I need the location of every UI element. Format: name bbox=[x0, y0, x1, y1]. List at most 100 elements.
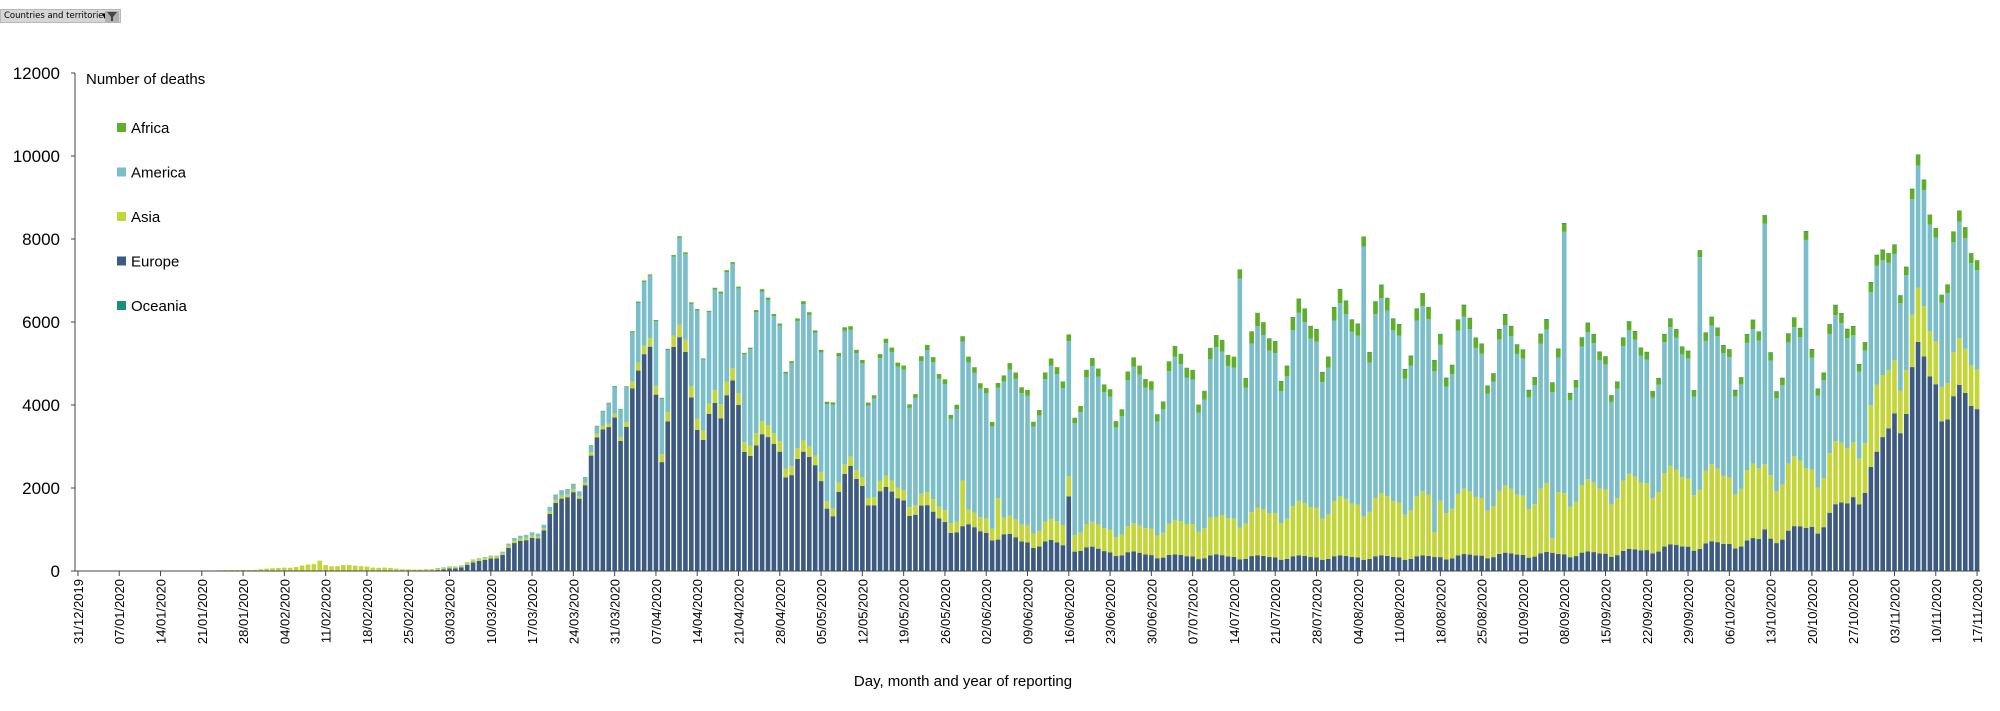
bar-asia bbox=[264, 568, 269, 571]
bar-asia bbox=[1821, 478, 1827, 528]
bar-europe bbox=[1839, 502, 1844, 571]
bar-asia bbox=[1237, 527, 1243, 560]
bar-africa bbox=[883, 338, 889, 344]
bar-asia bbox=[1131, 523, 1136, 552]
bar-america bbox=[571, 484, 576, 490]
bar-europe bbox=[671, 346, 676, 571]
bar-africa bbox=[913, 394, 918, 398]
bar-asia bbox=[1095, 524, 1101, 549]
bar-asia bbox=[400, 569, 405, 571]
countries-filter-button[interactable]: Countries and territories ▼ bbox=[0, 9, 121, 23]
bar-oceania bbox=[1791, 317, 1797, 318]
bar-africa bbox=[1709, 316, 1714, 326]
bar-europe bbox=[1909, 367, 1915, 571]
bar-africa bbox=[895, 362, 901, 367]
bar-oceania bbox=[1390, 318, 1396, 319]
bar-africa bbox=[1449, 364, 1455, 375]
bar-europe bbox=[1821, 527, 1827, 571]
bar-oceania bbox=[1502, 314, 1508, 315]
bar-asia bbox=[730, 368, 735, 381]
bar-europe bbox=[1361, 559, 1366, 571]
bar-asia bbox=[1296, 500, 1302, 556]
bar-europe bbox=[954, 532, 960, 571]
bar-europe bbox=[1438, 557, 1443, 571]
bar-america bbox=[806, 314, 812, 447]
bar-europe bbox=[641, 354, 647, 571]
bar-oceania bbox=[1550, 382, 1555, 383]
bar-america bbox=[1255, 326, 1260, 508]
x-tick-label: 12/05/2020 bbox=[855, 579, 870, 644]
bar-europe bbox=[1231, 556, 1237, 571]
bar-oceania bbox=[1727, 349, 1732, 350]
bar-asia bbox=[1261, 509, 1266, 556]
bar-america bbox=[895, 366, 901, 488]
bar-africa bbox=[1862, 342, 1868, 351]
legend-label-asia: Asia bbox=[131, 209, 161, 226]
bar-asia bbox=[582, 482, 588, 486]
bar-europe bbox=[1514, 554, 1520, 571]
bar-oceania bbox=[1379, 284, 1384, 286]
bar-europe bbox=[1037, 546, 1042, 571]
bar-europe bbox=[1443, 559, 1449, 571]
bar-europe bbox=[860, 485, 865, 571]
y-tick-label: 10000 bbox=[13, 147, 60, 166]
bar-oceania bbox=[1703, 332, 1709, 333]
bar-asia bbox=[1461, 488, 1467, 555]
bar-oceania bbox=[1815, 388, 1821, 390]
bar-america bbox=[1662, 342, 1667, 474]
bar-oceania bbox=[1544, 319, 1549, 320]
bar-africa bbox=[1898, 295, 1903, 304]
bar-asia bbox=[1962, 348, 1968, 393]
bar-america bbox=[482, 557, 488, 558]
bar-asia bbox=[1355, 504, 1361, 558]
bar-asia bbox=[1320, 518, 1325, 560]
bar-america bbox=[1520, 358, 1526, 496]
bar-oceania bbox=[1786, 333, 1791, 334]
bar-africa bbox=[1497, 329, 1502, 340]
bar-asia bbox=[287, 567, 293, 571]
bar-asia bbox=[1833, 441, 1838, 505]
bar-europe bbox=[1520, 554, 1526, 571]
bar-africa bbox=[877, 354, 883, 359]
bar-asia bbox=[1797, 460, 1803, 527]
bar-europe bbox=[824, 508, 830, 571]
bar-africa bbox=[818, 349, 824, 353]
y-tick-label: 6000 bbox=[22, 313, 60, 332]
bar-asia bbox=[659, 454, 665, 463]
bar-africa bbox=[1432, 360, 1437, 372]
bar-africa bbox=[712, 287, 718, 290]
bar-america bbox=[1101, 391, 1107, 529]
bar-oceania bbox=[1432, 359, 1437, 361]
bar-europe bbox=[1131, 551, 1136, 571]
bar-oceania bbox=[1721, 345, 1726, 346]
bar-asia bbox=[1538, 488, 1543, 554]
bar-europe bbox=[1809, 527, 1815, 571]
bar-africa bbox=[1113, 421, 1119, 428]
bar-europe bbox=[1101, 551, 1107, 571]
bar-africa bbox=[618, 408, 623, 410]
bar-asia bbox=[972, 512, 977, 528]
bar-europe bbox=[582, 485, 588, 571]
bar-america bbox=[671, 256, 676, 336]
bar-asia bbox=[942, 510, 948, 523]
bar-asia bbox=[352, 565, 358, 571]
bar-america bbox=[1768, 360, 1773, 476]
bar-oceania bbox=[1567, 392, 1573, 394]
bar-asia bbox=[1567, 506, 1573, 558]
bar-europe bbox=[612, 417, 617, 571]
bar-oceania bbox=[1898, 295, 1903, 296]
bar-europe bbox=[748, 455, 753, 571]
bar-africa bbox=[1072, 417, 1077, 424]
bar-africa bbox=[1827, 324, 1832, 334]
bar-asia bbox=[494, 556, 499, 559]
bar-africa bbox=[1691, 390, 1697, 397]
bar-asia bbox=[1390, 501, 1396, 558]
bar-oceania bbox=[1355, 323, 1361, 325]
bar-america bbox=[1626, 330, 1632, 474]
bar-oceania bbox=[1573, 380, 1579, 381]
bar-america bbox=[1620, 346, 1626, 481]
bar-europe bbox=[1066, 496, 1072, 571]
bar-europe bbox=[1903, 413, 1909, 571]
bar-asia bbox=[801, 440, 806, 452]
bar-asia bbox=[341, 565, 346, 571]
